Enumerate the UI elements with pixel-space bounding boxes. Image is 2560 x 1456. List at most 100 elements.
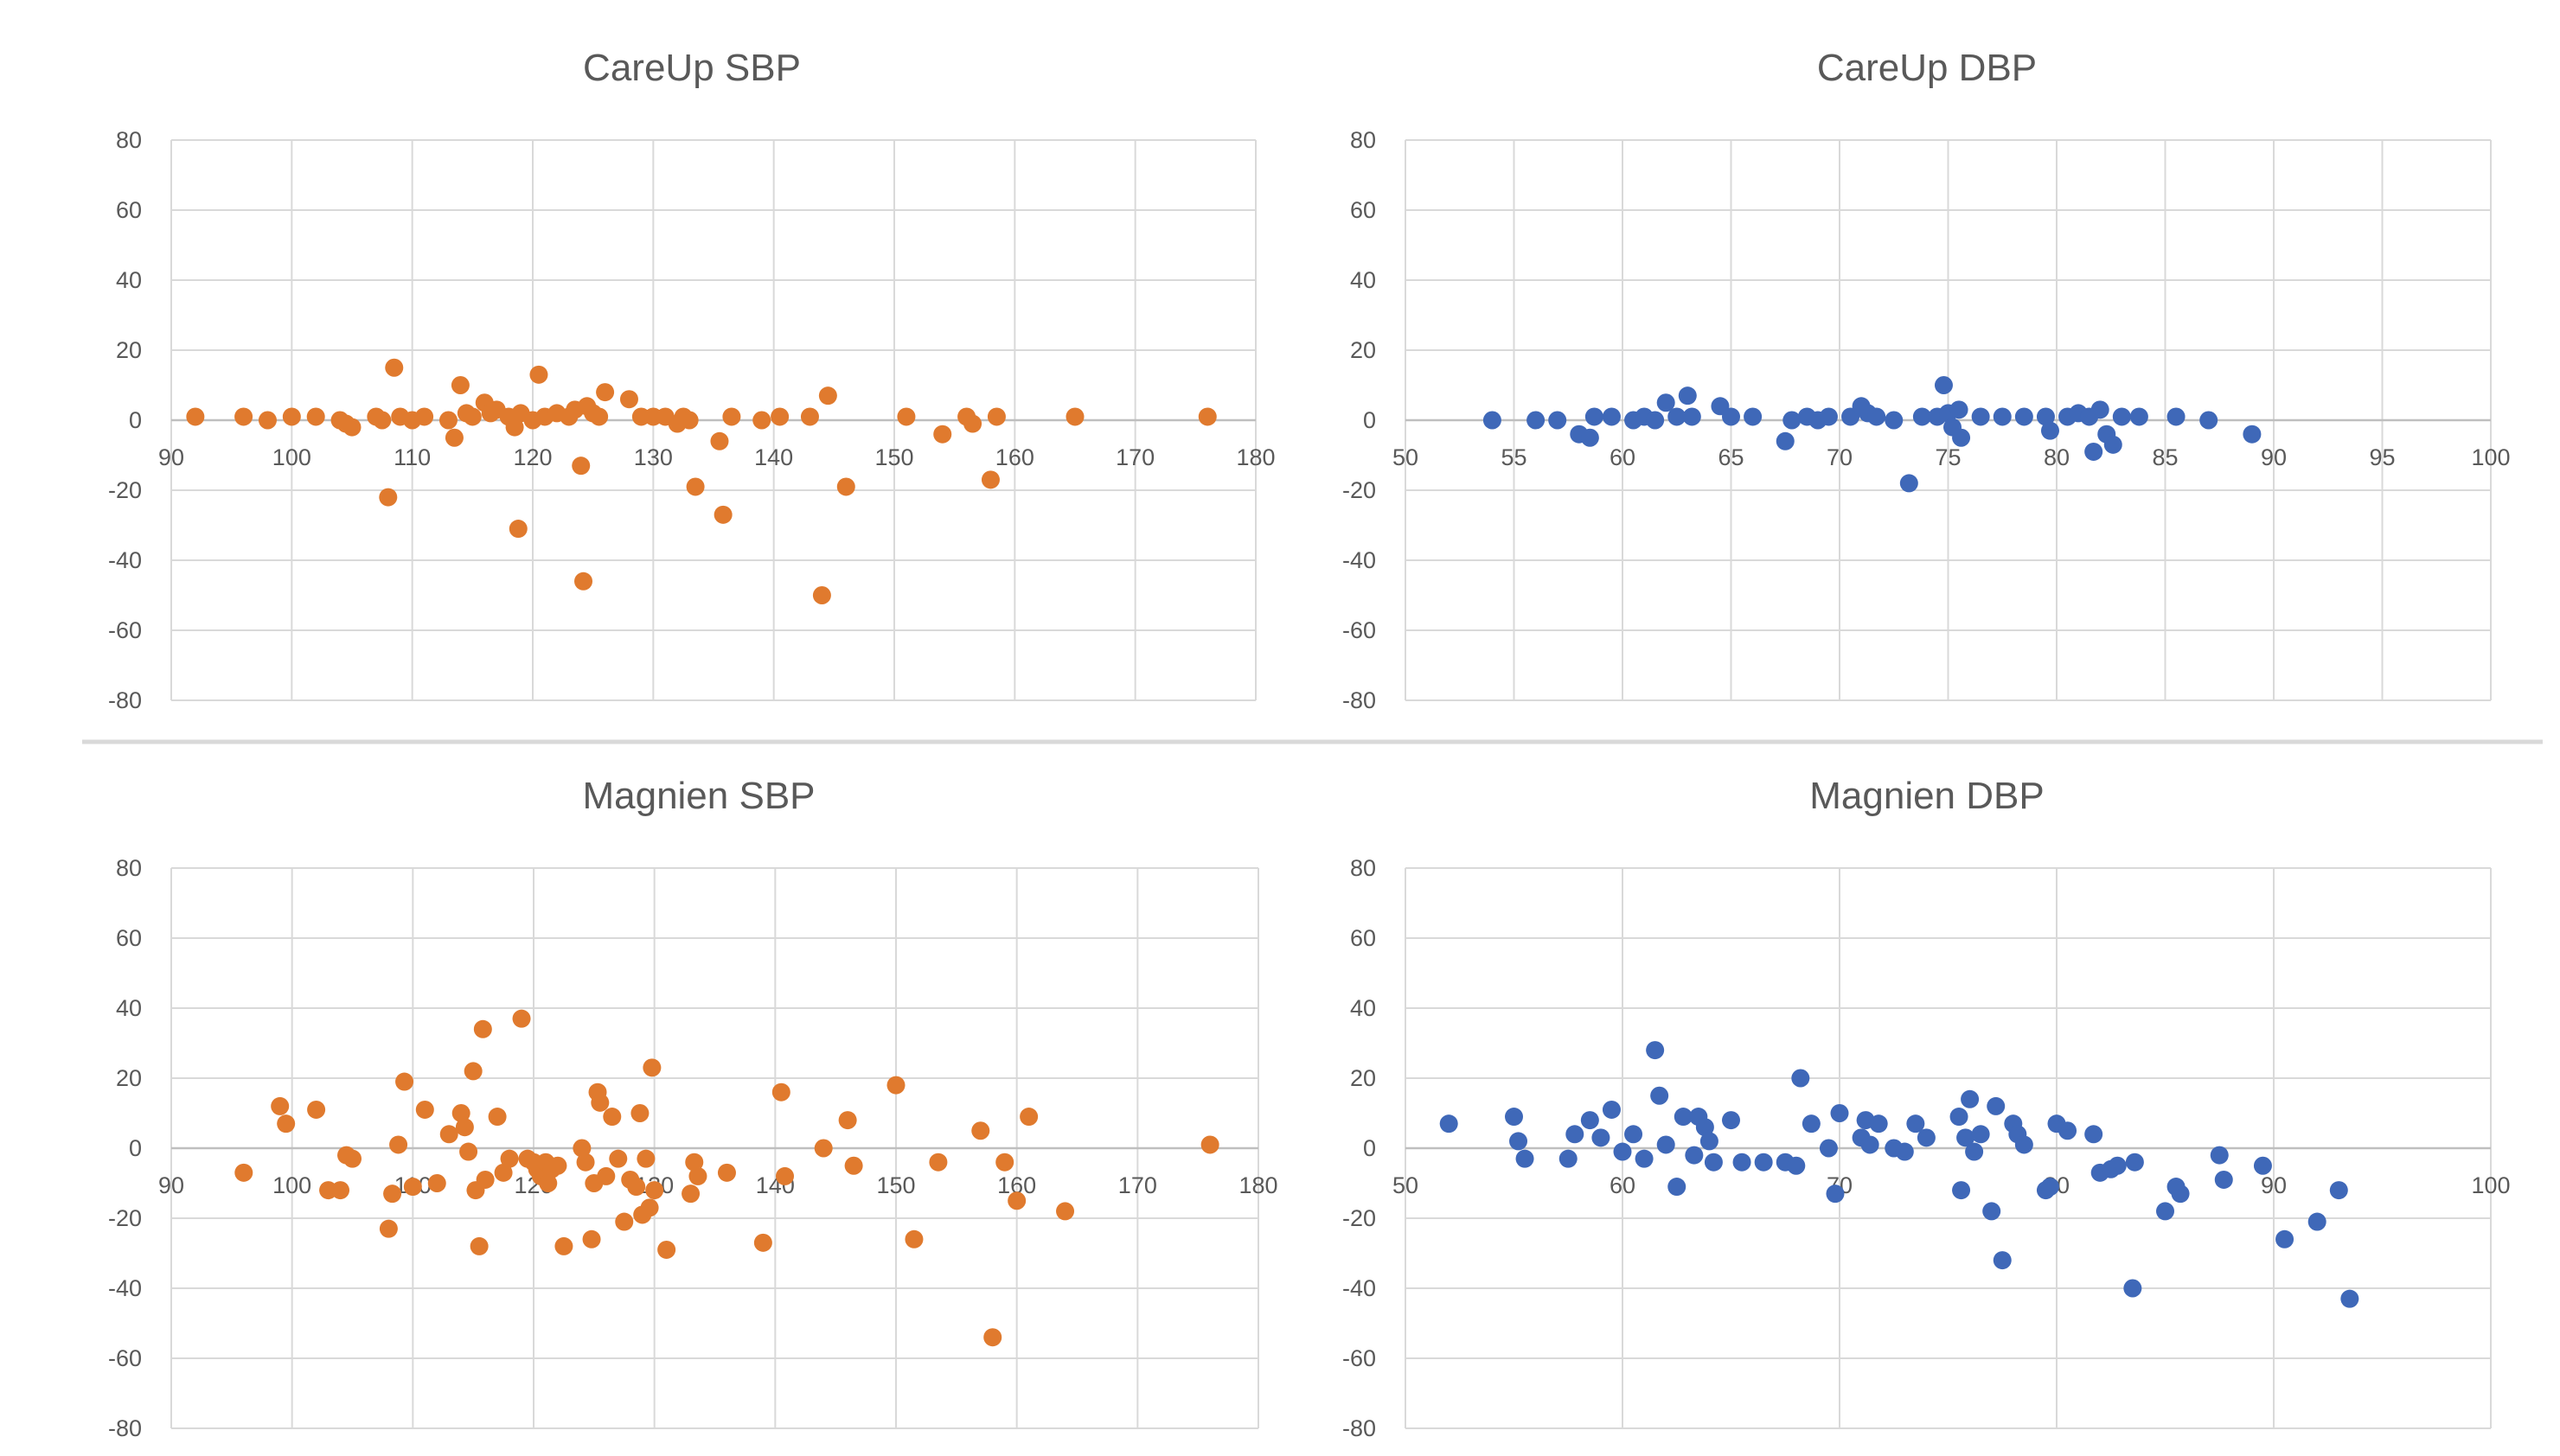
data-point — [512, 1009, 531, 1028]
data-point — [1198, 407, 1217, 426]
data-point — [1993, 1251, 2012, 1270]
x-tick-label: 90 — [2261, 444, 2287, 470]
data-point — [2243, 425, 2262, 444]
y-tick-labels: 80 60 40 20 0 -20 -40 -60 -80 — [108, 855, 142, 1441]
data-point — [1008, 1191, 1027, 1210]
x-tick-label: 180 — [1236, 444, 1275, 470]
data-point — [573, 1139, 592, 1158]
data-point — [645, 1181, 664, 1200]
data-point — [800, 407, 819, 426]
y-tick-label: -60 — [108, 1345, 142, 1371]
data-point — [1682, 407, 1701, 426]
x-tick-labels: 50 55 60 65 70 75 80 85 90 95 100 — [1392, 444, 2511, 470]
y-tick-label: -60 — [108, 617, 142, 643]
y-tick-label: 0 — [1363, 407, 1376, 433]
data-point — [1509, 1132, 1528, 1151]
y-tick-label: 80 — [1350, 127, 1376, 153]
y-tick-label: 60 — [116, 197, 142, 223]
data-point — [307, 1100, 326, 1119]
y-tick-label: 40 — [1350, 267, 1376, 293]
data-point — [1646, 411, 1665, 430]
data-point — [714, 505, 733, 524]
data-point — [836, 477, 855, 496]
data-point — [1613, 1142, 1632, 1161]
data-point — [814, 1139, 833, 1158]
data-point — [1885, 411, 1904, 430]
y-tick-label: -20 — [1342, 1205, 1376, 1231]
data-point — [1439, 1114, 1458, 1134]
data-point — [379, 1219, 398, 1238]
y-tick-label: -80 — [1342, 687, 1376, 713]
data-point — [529, 365, 548, 384]
y-tick-label: 20 — [116, 337, 142, 363]
data-point — [1482, 411, 1501, 430]
data-point — [609, 1149, 628, 1168]
data-point — [463, 407, 482, 426]
data-point — [1895, 1142, 1914, 1161]
data-point — [1776, 431, 1795, 450]
data-point — [688, 1166, 707, 1185]
x-tick-label: 70 — [1827, 444, 1853, 470]
data-point — [1869, 1114, 1888, 1134]
data-point — [818, 386, 837, 406]
data-point — [771, 407, 790, 426]
data-point — [643, 1058, 662, 1077]
data-point — [1580, 1111, 1599, 1130]
data-point — [1867, 407, 1886, 426]
x-tick-label: 100 — [272, 1172, 311, 1198]
data-point — [1993, 407, 2012, 426]
data-point — [473, 1019, 492, 1038]
x-tick-label: 150 — [876, 1172, 915, 1198]
x-tick-label: 180 — [1238, 1172, 1277, 1198]
data-point — [1656, 393, 1675, 412]
chart-title: CareUp DBP — [1817, 47, 2037, 89]
y-tick-label: 40 — [116, 267, 142, 293]
data-point — [630, 1104, 650, 1122]
data-point — [1678, 386, 1697, 406]
data-point — [929, 1153, 948, 1172]
data-point — [2123, 1279, 2142, 1298]
data-point — [282, 407, 301, 426]
x-tick-label: 100 — [2471, 444, 2510, 470]
data-point — [1754, 1153, 1773, 1172]
data-point — [1602, 407, 1621, 426]
y-tick-label: 60 — [116, 925, 142, 951]
data-point — [1912, 407, 1931, 426]
data-point — [682, 1185, 701, 1204]
data-point — [1899, 474, 1918, 493]
data-point — [574, 572, 593, 591]
x-tick-label: 65 — [1718, 444, 1744, 470]
data-point — [590, 407, 609, 426]
data-point — [897, 407, 916, 426]
data-point — [1624, 1125, 1643, 1144]
data-point — [995, 1153, 1014, 1172]
data-point — [1515, 1149, 1534, 1168]
data-point — [1906, 1114, 1925, 1134]
data-point — [685, 1153, 704, 1172]
data-point — [1744, 407, 1763, 426]
data-point — [710, 431, 729, 450]
data-point — [812, 586, 831, 604]
data-point — [582, 1229, 601, 1248]
data-point — [844, 1156, 863, 1175]
data-point — [1949, 400, 1968, 419]
data-point — [383, 1185, 402, 1204]
y-tick-label: -60 — [1342, 617, 1376, 643]
data-point — [451, 1104, 470, 1122]
y-tick-labels: 80 60 40 20 0 -20 -40 -60 -80 — [1342, 127, 1376, 713]
data-point — [1646, 1041, 1665, 1060]
grid-lines — [170, 867, 1259, 1429]
x-tick-label: 90 — [2261, 1172, 2287, 1198]
data-point — [389, 1135, 408, 1154]
data-point — [234, 407, 253, 426]
data-point — [1020, 1108, 1039, 1127]
data-point — [686, 477, 705, 496]
data-point — [427, 1174, 446, 1192]
data-point — [1695, 1118, 1714, 1137]
data-point — [459, 1142, 478, 1161]
data-point — [455, 1118, 474, 1137]
chart-careup-sbp: CareUp SBP 80 60 40 20 0 -20 -40 -60 -80 90 100 11… — [108, 47, 1276, 713]
chart-magnien-sbp: Magnien SBP 80 60 40 20 0 -20 -40 -60 -80 90 100 1… — [108, 775, 1278, 1441]
data-point — [271, 1096, 290, 1115]
data-point — [981, 470, 1000, 489]
